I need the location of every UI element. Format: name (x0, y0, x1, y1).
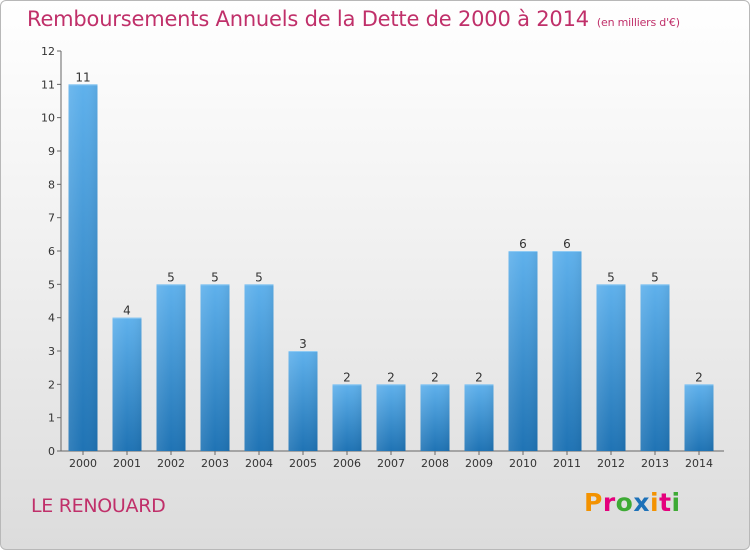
x-tick-label: 2002 (157, 457, 185, 470)
y-tick-label: 6 (48, 245, 55, 258)
x-tick-label: 2000 (69, 457, 97, 470)
data-label: 2 (387, 370, 395, 384)
x-tick-label: 2008 (421, 457, 449, 470)
data-label: 2 (343, 370, 351, 384)
y-tick-label: 5 (48, 278, 55, 291)
bar-highlight (552, 251, 582, 451)
bar-highlight (596, 284, 626, 451)
x-tick-label: 2003 (201, 457, 229, 470)
bar-highlight (156, 284, 186, 451)
bar-highlight (508, 251, 538, 451)
bar-highlight (200, 284, 230, 451)
x-tick-label: 2006 (333, 457, 361, 470)
bar-highlight (376, 384, 406, 451)
x-tick-label: 2007 (377, 457, 405, 470)
data-label: 11 (75, 70, 90, 84)
x-tick-label: 2013 (641, 457, 669, 470)
y-tick-label: 11 (41, 78, 55, 91)
bar-highlight (464, 384, 494, 451)
data-label: 5 (211, 270, 219, 284)
bar-highlight (244, 284, 274, 451)
data-label: 6 (563, 237, 571, 251)
logo-letter: r (602, 488, 616, 517)
data-label: 5 (607, 270, 615, 284)
y-tick-label: 0 (48, 445, 55, 458)
y-tick-label: 2 (48, 378, 55, 391)
y-tick-label: 8 (48, 178, 55, 191)
bar-highlight (420, 384, 450, 451)
x-tick-label: 2009 (465, 457, 493, 470)
logo-letter: i (671, 488, 681, 517)
logo-letter: t (659, 488, 672, 517)
y-tick-label: 10 (41, 112, 55, 125)
x-tick-label: 2010 (509, 457, 537, 470)
data-label: 2 (695, 370, 703, 384)
data-label: 6 (519, 237, 527, 251)
data-label: 2 (431, 370, 439, 384)
x-tick-label: 2012 (597, 457, 625, 470)
data-label: 3 (299, 337, 307, 351)
x-tick-label: 2005 (289, 457, 317, 470)
x-tick-label: 2004 (245, 457, 273, 470)
x-tick-label: 2014 (685, 457, 713, 470)
data-label: 2 (475, 370, 483, 384)
y-tick-label: 7 (48, 212, 55, 225)
plot-area: 0123456789101112112000420015200252003520… (41, 45, 724, 470)
data-label: 5 (651, 270, 659, 284)
y-tick-label: 12 (41, 45, 55, 58)
chart-subtitle: (en milliers d'€) (596, 16, 680, 29)
x-tick-label: 2001 (113, 457, 141, 470)
logo-letter: i (650, 488, 660, 517)
data-label: 4 (123, 304, 131, 318)
chart-title: Remboursements Annuels de la Dette de 20… (27, 7, 680, 31)
bar-highlight (68, 84, 98, 451)
y-tick-label: 1 (48, 412, 55, 425)
bar-highlight (684, 384, 714, 451)
data-label: 5 (167, 270, 175, 284)
x-tick-label: 2011 (553, 457, 581, 470)
logo-letter: P (584, 488, 603, 517)
logo-letter: o (615, 488, 634, 517)
chart-title-text: Remboursements Annuels de la Dette de 20… (27, 7, 589, 31)
proxiti-logo: Proxiti (584, 488, 681, 517)
y-tick-label: 4 (48, 312, 55, 325)
bar-highlight (112, 317, 142, 451)
y-tick-label: 9 (48, 145, 55, 158)
data-label: 5 (255, 270, 263, 284)
y-tick-label: 3 (48, 345, 55, 358)
logo-letter: x (633, 488, 650, 517)
bar-highlight (288, 351, 318, 451)
commune-name: LE RENOUARD (31, 495, 166, 517)
bar-highlight (640, 284, 670, 451)
bar-highlight (332, 384, 362, 451)
